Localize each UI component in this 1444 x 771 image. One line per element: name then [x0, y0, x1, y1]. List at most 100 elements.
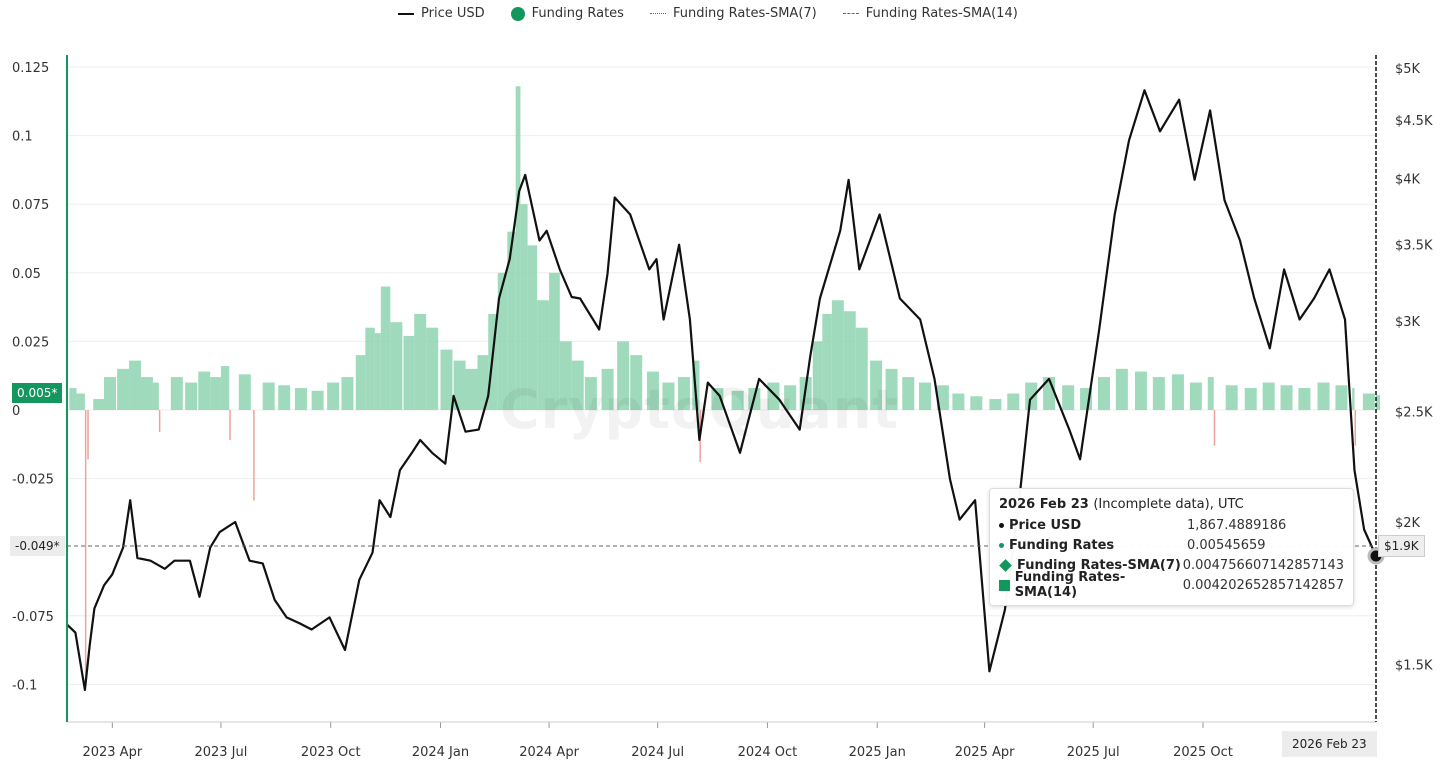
tooltip-value: 1,867.4889186 — [1187, 517, 1287, 533]
funding-rate-bar — [311, 390, 324, 410]
funding-rate-bar — [1189, 382, 1202, 410]
funding-rate-bar — [711, 388, 724, 410]
funding-rate-bar — [952, 393, 965, 410]
funding-rate-bar — [559, 341, 572, 410]
left-tick-label: -0.075 — [12, 610, 54, 625]
funding-rate-bar — [93, 399, 104, 410]
tooltip-label: Funding Rates-SMA(14) — [1014, 570, 1126, 600]
tooltip-note: (Incomplete data), UTC — [1093, 497, 1244, 512]
funding-rate-bar — [549, 272, 560, 410]
funding-rate-bar — [843, 311, 856, 410]
funding-rate-bar — [527, 245, 538, 410]
x-tick-label: 2024 Jul — [631, 745, 684, 760]
funding-rate-bar — [1376, 395, 1380, 410]
legend-sma14[interactable]: Funding Rates-SMA(14) — [842, 6, 1018, 21]
right-tick-label: $5K — [1395, 62, 1421, 77]
funding-rate-bar — [262, 382, 275, 410]
funding-rate-bar — [1225, 385, 1238, 410]
right-tick-label: $4K — [1395, 173, 1421, 188]
right-tick-label: $3K — [1395, 315, 1421, 330]
funding-rate-bar — [440, 349, 453, 410]
x-tick-label: 2025 Oct — [1173, 745, 1233, 760]
funding-rate-bar — [84, 410, 87, 685]
left-tick-label: 0.075 — [12, 198, 49, 213]
funding-rate-bar — [1335, 385, 1348, 410]
left-tick-label: -0.1 — [12, 678, 37, 693]
x-tick-label: 2024 Oct — [738, 745, 798, 760]
funding-rate-bar — [87, 410, 89, 460]
funding-rate-bar — [170, 377, 183, 410]
legend-funding-rates[interactable]: Funding Rates — [510, 6, 624, 21]
tooltip-row-funding: Funding Rates 0.00545659 — [999, 535, 1344, 555]
funding-rate-bar — [784, 385, 797, 410]
funding-rate-bar — [1207, 377, 1214, 410]
tooltip-title: 2026 Feb 23 (Incomplete data), UTC — [999, 497, 1344, 512]
square-icon — [999, 579, 1010, 591]
funding-rate-bar — [918, 382, 931, 410]
x-tick-label: 2025 Apr — [955, 745, 1015, 760]
funding-rate-bar — [129, 360, 141, 410]
funding-rate-bar — [374, 333, 381, 410]
funding-rate-bar — [69, 388, 77, 410]
funding-rate-bar — [970, 396, 983, 410]
funding-rate-bar — [140, 377, 153, 410]
tooltip-label: Price USD — [1009, 517, 1082, 533]
funding-rate-bar — [390, 322, 403, 410]
tooltip-row-sma14: Funding Rates-SMA(14) 0.00420265285714285… — [999, 570, 1344, 600]
left-tick-label: 0 — [12, 404, 20, 419]
right-tick-label: $4.5K — [1395, 114, 1433, 129]
x-tick-label: 2023 Jul — [194, 745, 247, 760]
dot-icon — [999, 542, 1004, 548]
funding-rate-bar — [238, 374, 251, 410]
left-tick-label: -0.025 — [12, 473, 54, 488]
funding-rate-bar — [158, 410, 161, 432]
right-tick-label: $2.5K — [1395, 405, 1433, 420]
left-tick-label: 0.1 — [12, 130, 33, 145]
crosshair-price-label: $1.9K — [1378, 535, 1425, 557]
line-swatch-icon — [398, 12, 414, 15]
funding-rate-bar — [885, 368, 898, 410]
funding-rate-bar — [1171, 374, 1184, 410]
funding-rate-bar — [403, 335, 415, 410]
funding-rate-bar — [210, 377, 221, 410]
funding-rate-bar — [1362, 393, 1375, 410]
axes — [66, 55, 1385, 728]
funding-rate-bar — [507, 231, 516, 410]
tooltip-label: Funding Rates-SMA(7) — [1017, 557, 1181, 573]
funding-rate-bar — [253, 410, 255, 501]
funding-rate-bar — [1262, 382, 1275, 410]
watermark: CryptoQuant — [500, 378, 900, 441]
funding-rate-bar — [515, 86, 521, 410]
crosshair-funding-label: 0.005* — [12, 383, 63, 403]
funding-rate-bar — [1097, 377, 1110, 410]
funding-rate-bar — [584, 377, 597, 410]
funding-rate-bar — [1152, 377, 1165, 410]
legend-sma7[interactable]: Funding Rates-SMA(7) — [649, 6, 817, 21]
legend-label: Price USD — [421, 6, 485, 21]
funding-rate-bar — [1062, 385, 1075, 410]
left-tick-label: 0.125 — [12, 61, 49, 76]
right-tick-label: $3.5K — [1395, 239, 1433, 254]
funding-rate-bar — [1007, 393, 1020, 410]
funding-rate-bar — [812, 341, 823, 410]
funding-rate-bar — [630, 355, 643, 410]
funding-rate-bar — [989, 399, 1002, 410]
funding-rate-bar — [365, 327, 375, 410]
funding-rate-bar — [617, 341, 630, 410]
tooltip-row-sma7: Funding Rates-SMA(7) 0.004756607142857143 — [999, 555, 1344, 575]
funding-rate-bar — [229, 410, 231, 441]
funding-rate-bar — [1244, 388, 1257, 410]
funding-rate-bar — [327, 382, 340, 410]
funding-rate-bar — [198, 371, 211, 410]
legend-price-usd[interactable]: Price USD — [398, 6, 485, 21]
funding-rate-bar — [731, 390, 744, 410]
funding-rate-bar — [1280, 385, 1293, 410]
funding-rate-bar — [1352, 388, 1355, 410]
funding-rate-bar — [601, 368, 614, 410]
crosshair-date-label: 2026 Feb 23 — [1282, 731, 1377, 757]
left-tick-label: 0.025 — [12, 335, 49, 350]
legend-label: Funding Rates — [531, 6, 624, 21]
funding-rate-bar — [152, 382, 159, 410]
tooltip-value: 0.004756607142857143 — [1182, 557, 1344, 573]
